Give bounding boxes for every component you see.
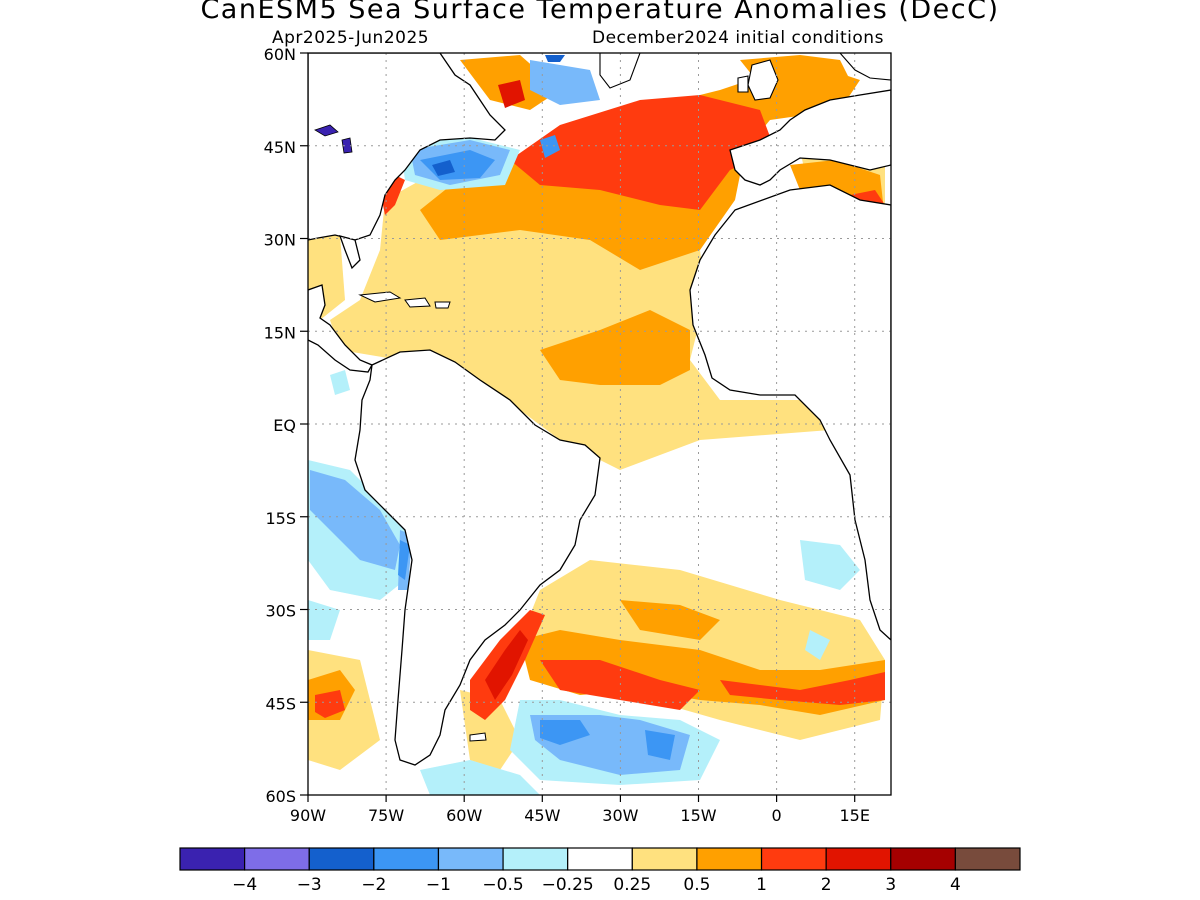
falkland-islands xyxy=(469,732,487,742)
colorbar-label: 3 xyxy=(885,875,896,895)
colorbar-swatch xyxy=(890,847,956,871)
africa-land xyxy=(689,184,891,641)
colorbar-label: 0.5 xyxy=(683,875,710,895)
colorbar-label: 0.25 xyxy=(613,875,651,895)
forecast-period: Apr2025-Jun2025 xyxy=(272,28,430,48)
colorbar-swatch xyxy=(696,847,763,871)
colorbar: −4 −3 −2 −1 −0.5 −0.25 0.25 0.5 1 2 3 4 xyxy=(179,847,1021,895)
anomaly-dark-blue-regions xyxy=(432,55,565,176)
colorbar-label: 1 xyxy=(756,875,767,895)
anomaly-dark-red-regions xyxy=(485,80,528,700)
colorbar-swatch xyxy=(437,847,504,871)
colorbar-swatch xyxy=(373,847,440,871)
central-america-land xyxy=(308,284,373,373)
longitude-label: 0 xyxy=(772,806,782,825)
colorbar-swatch xyxy=(825,847,892,871)
initial-conditions: December2024 initial conditions xyxy=(592,28,884,48)
longitude-label: 75W xyxy=(368,806,404,825)
colorbar-label: −4 xyxy=(232,875,257,895)
latitude-label: 45S xyxy=(265,694,296,713)
longitude-label: 30W xyxy=(602,806,638,825)
longitude-label: 60W xyxy=(446,806,482,825)
longitude-label: 15E xyxy=(839,806,869,825)
lat-lon-grid xyxy=(308,53,891,795)
europe-land xyxy=(729,89,891,186)
longitude-label: 15W xyxy=(680,806,716,825)
scandinavia-land xyxy=(839,53,891,81)
latitude-label: 30S xyxy=(265,602,296,621)
colorbar-swatch xyxy=(502,847,569,871)
latitude-label: 45N xyxy=(264,138,296,157)
colorbar-label: −0.25 xyxy=(542,875,594,895)
longitude-label: 45W xyxy=(524,806,560,825)
latitude-label: 15N xyxy=(264,323,296,342)
anomaly-medium-blue-regions xyxy=(398,135,675,760)
ireland-land xyxy=(737,75,749,93)
greenland-land xyxy=(599,53,641,89)
colorbar-swatch xyxy=(244,847,310,871)
latitude-label: 60N xyxy=(264,45,296,64)
colorbar-label: −0.5 xyxy=(482,875,523,895)
colorbar-swatch xyxy=(567,847,633,871)
latitude-label: EQ xyxy=(273,416,296,435)
longitude-label: 90W xyxy=(290,806,326,825)
colorbar-label: −3 xyxy=(297,875,322,895)
colorbar-label: −1 xyxy=(426,875,451,895)
colorbar-swatch xyxy=(760,847,827,871)
florida-land xyxy=(338,235,361,270)
latitude-label: 60S xyxy=(265,787,296,806)
colorbar-swatch xyxy=(179,847,246,871)
caribbean-islands xyxy=(358,291,451,309)
colorbar-label: 4 xyxy=(950,875,961,895)
map-title: CanESM5 Sea Surface Temperature Anomalie… xyxy=(200,0,1000,25)
colorbar-label: −2 xyxy=(361,875,386,895)
great-lakes xyxy=(314,124,353,154)
latitude-label: 30N xyxy=(264,231,296,250)
colorbar-swatch xyxy=(631,847,698,871)
colorbar-swatch xyxy=(308,847,375,871)
colorbar-label: 2 xyxy=(821,875,832,895)
colorbar-swatch xyxy=(954,847,1021,871)
south-america-land xyxy=(354,349,601,766)
latitude-label: 15S xyxy=(265,509,296,528)
